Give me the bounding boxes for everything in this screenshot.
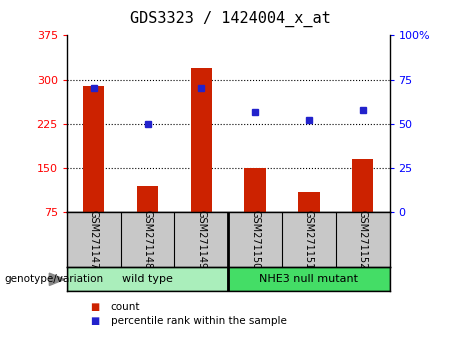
- Text: GSM271150: GSM271150: [250, 210, 260, 269]
- Text: genotype/variation: genotype/variation: [5, 274, 104, 284]
- Bar: [190, 68, 212, 212]
- Bar: [67, 267, 228, 291]
- Text: NHE3 null mutant: NHE3 null mutant: [260, 274, 358, 284]
- Text: count: count: [111, 302, 140, 312]
- Text: wild type: wild type: [122, 274, 173, 284]
- Bar: [83, 86, 105, 212]
- Bar: [298, 192, 319, 212]
- Text: GSM271152: GSM271152: [358, 210, 368, 269]
- Polygon shape: [49, 273, 65, 285]
- Bar: [244, 168, 266, 212]
- Text: percentile rank within the sample: percentile rank within the sample: [111, 316, 287, 326]
- Text: GSM271149: GSM271149: [196, 210, 207, 269]
- Text: GSM271151: GSM271151: [304, 210, 314, 269]
- Bar: [137, 186, 158, 212]
- Text: GSM271147: GSM271147: [89, 210, 99, 269]
- Text: GDS3323 / 1424004_x_at: GDS3323 / 1424004_x_at: [130, 11, 331, 27]
- Bar: [352, 159, 373, 212]
- Text: ■: ■: [90, 302, 99, 312]
- Bar: [228, 267, 390, 291]
- Text: GSM271148: GSM271148: [142, 210, 153, 269]
- Text: ■: ■: [90, 316, 99, 326]
